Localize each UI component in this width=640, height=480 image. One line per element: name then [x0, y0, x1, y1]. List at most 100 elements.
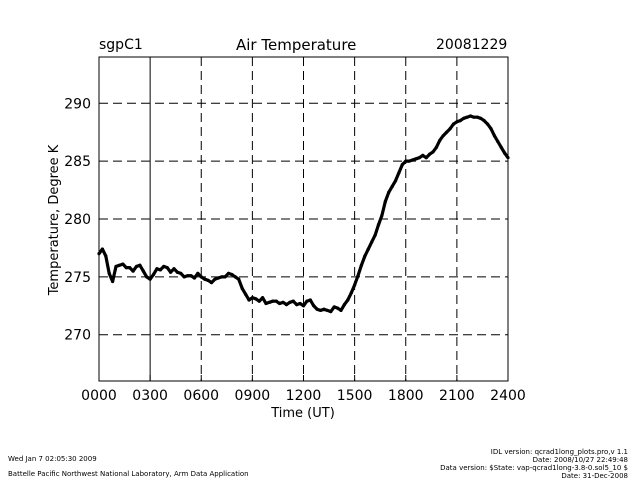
data-point [428, 152, 432, 156]
y-tick-label: 285 [64, 154, 91, 170]
data-point [397, 171, 401, 175]
data-point [189, 274, 193, 278]
data-point [339, 308, 343, 313]
data-point [274, 299, 278, 303]
data-point [400, 163, 404, 167]
data-point [117, 263, 122, 267]
grid-lines [99, 57, 508, 381]
x-tick-label: 0600 [183, 388, 219, 404]
data-point [128, 266, 132, 270]
data-point [417, 156, 421, 160]
version-info: IDL version: qcrad1long_plots.pro,v 1.1 … [440, 448, 628, 480]
data-point [404, 159, 408, 163]
data-point [322, 307, 326, 311]
data-point [216, 276, 220, 280]
data-point [223, 275, 227, 279]
data-point [329, 309, 333, 314]
data-point [261, 296, 265, 300]
data-point [131, 269, 135, 273]
data-point [291, 299, 295, 303]
data-point [370, 240, 374, 244]
data-point [151, 272, 156, 277]
data-point [380, 213, 384, 218]
data-point [455, 120, 459, 124]
x-tick-label: 0300 [132, 388, 168, 404]
data-point [434, 145, 439, 149]
data-point [421, 153, 425, 157]
data-point [220, 275, 224, 279]
data-point [175, 270, 179, 274]
data-point [288, 300, 292, 304]
data-point [281, 300, 285, 304]
data-point [250, 296, 254, 300]
date-label: 20081229 [436, 37, 508, 53]
data-point [243, 292, 248, 296]
data-point [502, 151, 507, 155]
data-point [448, 127, 452, 131]
y-tick-label: 280 [64, 212, 91, 228]
data-point [104, 254, 108, 258]
data-point [410, 158, 415, 162]
data-point [264, 301, 268, 306]
data-point [305, 299, 309, 303]
data-point [414, 157, 418, 161]
idl-date: Date: 2008/10/27 22:49:48 [532, 456, 628, 464]
data-point [496, 139, 500, 144]
x-tick-label: 1800 [388, 388, 424, 404]
data-point [485, 122, 490, 126]
data-point [468, 114, 473, 118]
data-point [458, 119, 462, 123]
lab-credit: Battelle Pacific Northwest National Labo… [8, 470, 249, 478]
data-point [124, 266, 128, 270]
data-point [312, 304, 316, 308]
data-point [141, 269, 145, 273]
data-point [148, 277, 152, 281]
data-point [376, 223, 381, 227]
data-point [431, 150, 435, 154]
data-point [226, 271, 231, 275]
y-tick-label: 290 [64, 96, 91, 112]
data-point [138, 263, 142, 267]
data-point [267, 300, 272, 304]
data-point [121, 262, 125, 266]
data-point [199, 275, 203, 279]
data-point [165, 266, 169, 270]
data-point [182, 275, 186, 279]
chart-title: Air Temperature [236, 36, 357, 54]
x-axis-ticks: 0000 0300 0600 0900 1200 1500 1800 2100 2400 [81, 375, 526, 404]
data-point [407, 159, 411, 163]
data-point [475, 115, 479, 119]
data-point [390, 185, 394, 189]
data-point [192, 276, 197, 280]
data-point [254, 297, 258, 301]
data-point [203, 277, 207, 281]
data-point [332, 305, 336, 309]
x-tick-label: 1500 [337, 388, 373, 404]
data-point [308, 298, 312, 302]
data-point [325, 308, 329, 313]
y-axis-ticks: 270 275 280 285 290 [64, 96, 91, 343]
data-point [257, 299, 261, 303]
data-point [162, 264, 166, 269]
data-point [479, 116, 483, 120]
y-axis-label: Temperature, Degree K [47, 144, 62, 296]
data-point [213, 277, 217, 281]
generated-timestamp: Wed Jan 7 02:05:30 2009 [8, 455, 97, 463]
data-point [356, 274, 360, 278]
data-point [209, 281, 214, 285]
data-point [158, 268, 162, 272]
data-point [278, 301, 282, 306]
data-point [295, 303, 299, 307]
data-point [233, 275, 237, 279]
data-version: Data version: $State: vap-qcrad1long-3.8… [440, 464, 628, 472]
y-tick-label: 275 [64, 270, 91, 286]
data-point [100, 247, 105, 251]
data-point [284, 303, 289, 307]
data-point [247, 298, 251, 302]
data-point [346, 298, 350, 302]
site-label: sgpC1 [99, 37, 143, 53]
data-point [387, 190, 391, 194]
data-point [230, 272, 234, 277]
data-point [451, 122, 456, 126]
x-tick-label: 2400 [490, 388, 526, 404]
